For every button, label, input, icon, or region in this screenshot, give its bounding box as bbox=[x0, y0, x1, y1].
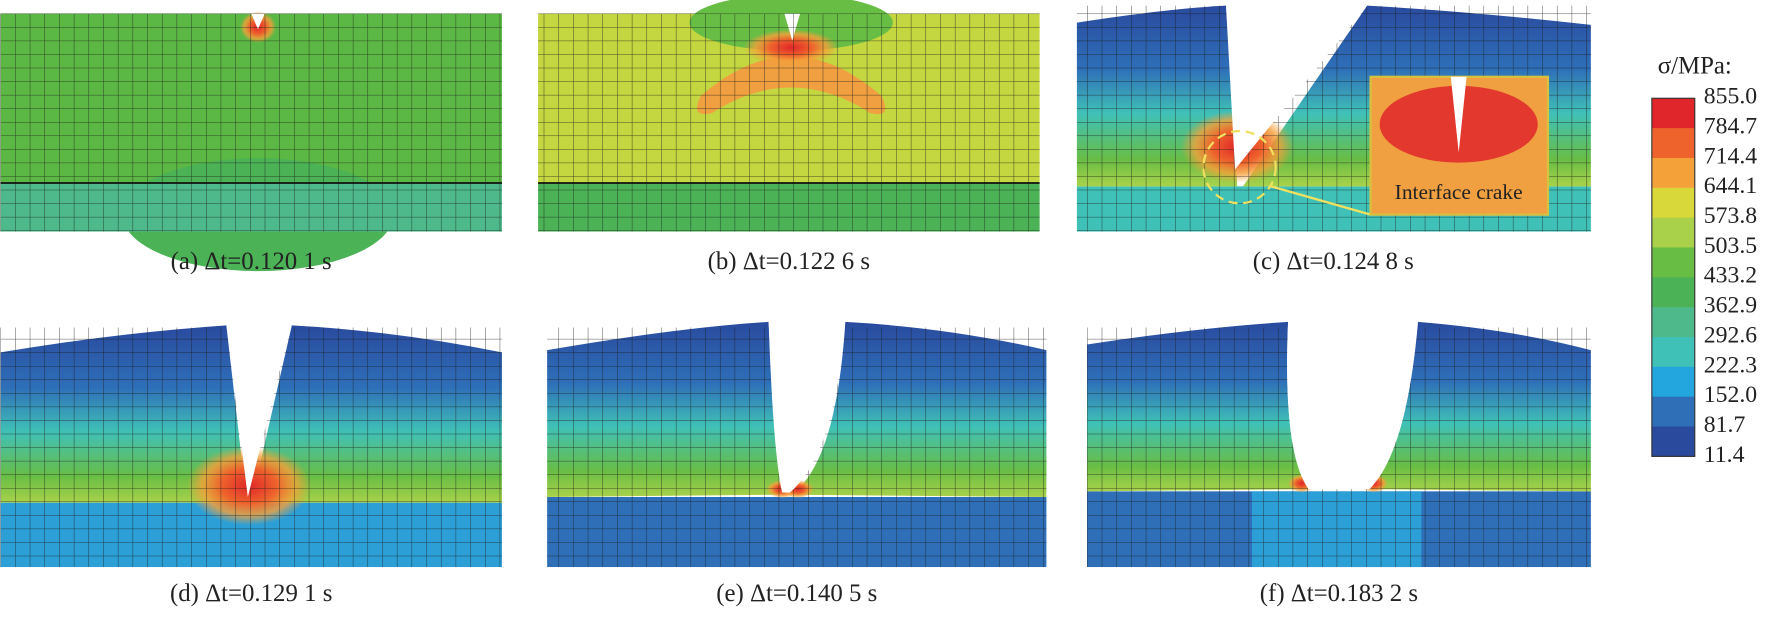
legend: σ/MPa: 855.0 784.7 714.4 644.1 573.8 503.5 433… bbox=[1651, 52, 1758, 468]
annotation: Interface crake bbox=[1395, 180, 1523, 204]
colorbar-label: 292.6 bbox=[1704, 322, 1758, 348]
colorbar-segment bbox=[1651, 98, 1695, 129]
colorbar-frame bbox=[1651, 97, 1696, 457]
legend-title: σ/MPa: bbox=[1658, 52, 1732, 79]
colorbar-label: 11.4 bbox=[1704, 442, 1745, 468]
colorbar-segment bbox=[1651, 277, 1695, 308]
colorbar-segment bbox=[1651, 217, 1695, 249]
colorbar-label: 714.4 bbox=[1704, 143, 1758, 169]
colorbar-segment bbox=[1651, 336, 1695, 368]
colorbar-label: 573.8 bbox=[1704, 203, 1757, 229]
colorbar-segment bbox=[1651, 157, 1695, 189]
colorbar-label: 222.3 bbox=[1704, 352, 1757, 378]
colorbar-segment bbox=[1651, 396, 1695, 428]
colorbar-segment bbox=[1651, 366, 1695, 398]
panel-e bbox=[547, 319, 1047, 568]
panel-f bbox=[1087, 319, 1591, 568]
caption: (b) Δt=0.122 6 s bbox=[708, 248, 870, 275]
colorbar-label: 784.7 bbox=[1704, 114, 1758, 140]
colorbar-label: 433.2 bbox=[1704, 263, 1757, 289]
caption: (f) Δt=0.183 2 s bbox=[1260, 580, 1418, 607]
colorbar-segment bbox=[1651, 247, 1695, 278]
colorbar-segment bbox=[1651, 307, 1695, 338]
colorbar-segment bbox=[1651, 187, 1695, 219]
caption: (c) Δt=0.124 8 s bbox=[1253, 248, 1414, 275]
captions: (a) Δt=0.120 1 s (b) Δt=0.122 6 s (c) Δt… bbox=[170, 248, 1418, 607]
panel-c: Interface crake bbox=[1076, 5, 1591, 232]
panel-a bbox=[0, 11, 502, 272]
colorbar-label: 855.0 bbox=[1704, 84, 1757, 110]
panel-b bbox=[538, 0, 1040, 232]
colorbar-label: 81.7 bbox=[1704, 412, 1746, 438]
caption: (e) Δt=0.140 5 s bbox=[716, 580, 877, 607]
colorbar-label: 503.5 bbox=[1704, 233, 1757, 259]
colorbar-label: 362.9 bbox=[1704, 293, 1757, 319]
colorbar-segment bbox=[1651, 426, 1695, 457]
colorbar-segment bbox=[1651, 128, 1695, 159]
colorbar-label: 644.1 bbox=[1704, 173, 1757, 199]
panel-d bbox=[0, 323, 502, 568]
colorbar-label: 152.0 bbox=[1704, 382, 1757, 408]
caption: (a) Δt=0.120 1 s bbox=[171, 248, 332, 275]
caption: (d) Δt=0.129 1 s bbox=[170, 580, 332, 607]
